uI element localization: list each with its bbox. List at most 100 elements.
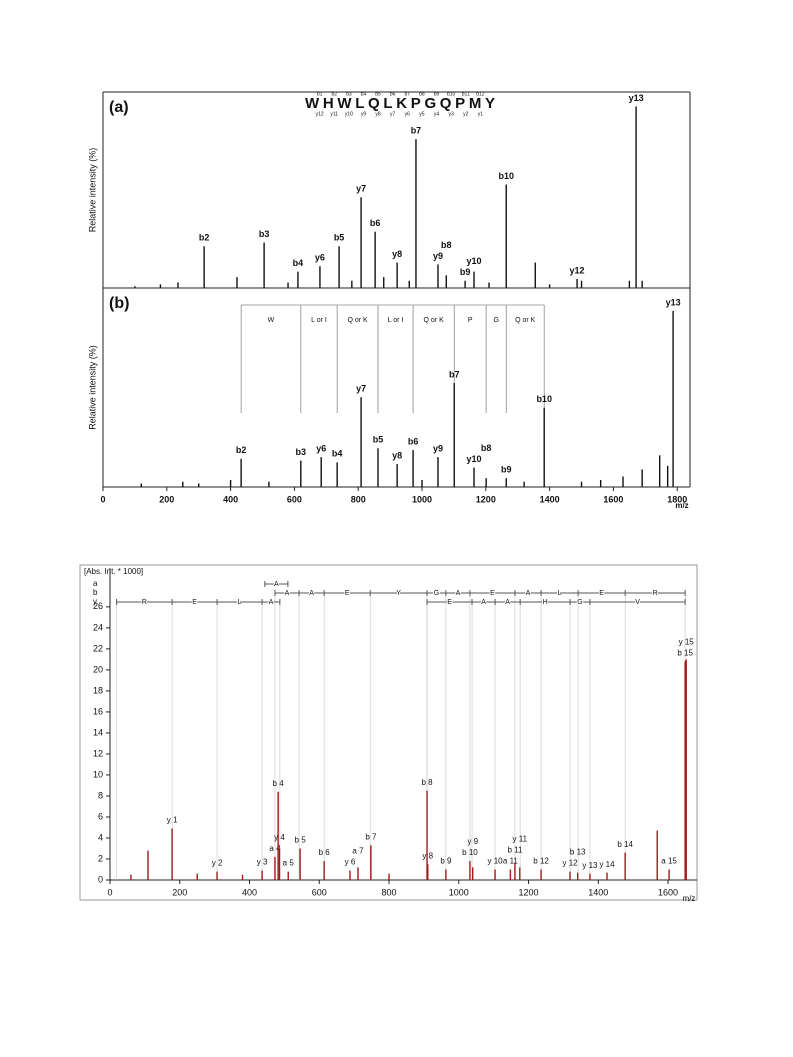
peak-label: y 9 [467,837,478,846]
peak-label: a 7 [352,847,364,856]
x-axis-label: m/z [675,501,688,510]
lane-name: a [93,579,98,588]
peak-label: b10 [536,394,552,404]
b-ion-label: b4 [361,91,367,97]
peak-label: b6 [408,436,419,446]
y-ion-label: y6 [405,111,411,117]
b-ion-label: b9 [434,91,440,97]
residue-label: Q or K [424,317,445,324]
b-ion-label: b6 [390,91,396,97]
x-axis-label: m/z [683,894,696,903]
peak-label: b 9 [440,857,452,866]
y-ion-label: y7 [390,111,396,117]
x-tick-label: 0 [107,887,112,897]
peak-label: b 12 [533,857,549,866]
peak-label: y8 [392,450,402,460]
y-tick-label: 12 [93,748,103,758]
peak-label: y6 [315,253,325,263]
y-ion-label: y10 [345,111,353,117]
y-ion-label: y8 [375,111,381,117]
x-tick-label: 800 [351,494,366,504]
b-ion-label: b7 [405,91,411,97]
y-tick-label: 24 [93,622,103,632]
figure-frame [79,564,698,901]
x-tick-label: 200 [159,494,174,504]
peak-label: y 8 [422,851,433,860]
peak-label: b7 [449,369,460,379]
peak-label: y 14 [599,860,615,869]
peak-label: y 13 [582,861,598,870]
y-axis-label: Relative intensity (%) [87,148,97,233]
peak-label: b 10 [462,848,478,857]
x-tick-label: 1800 [667,494,687,504]
peak-label: b4 [293,258,304,268]
y-tick-label: 14 [93,727,103,737]
peak-label: b4 [332,449,343,459]
x-tick-label: 600 [287,494,302,504]
residue: L [558,590,562,597]
x-tick-label: 1600 [658,887,678,897]
residue: L [238,599,242,606]
peak-label: b 6 [319,848,331,857]
peak-label: y9 [433,443,443,453]
x-tick-label: 1400 [540,494,560,504]
residue: E [447,599,452,606]
y-axis-label: Relative intensity (%) [87,345,97,430]
residue: H [543,599,548,606]
peak-label: y8 [392,249,402,259]
residue: A [526,590,531,597]
y-tick-label: 22 [93,643,103,653]
residue: E [599,590,604,597]
peak-label: y 11 [513,835,528,844]
x-tick-label: 800 [382,887,397,897]
residue-label: G [493,317,498,324]
peak-label: b9 [501,465,512,475]
residue: G [577,599,582,606]
x-tick-label: 400 [242,887,257,897]
peak-label: b5 [373,435,384,445]
residue: A [285,590,290,597]
y-tick-label: 8 [98,790,103,800]
peak-label: a 5 [283,859,295,868]
b-ion-label: b8 [419,91,425,97]
y-ion-label: y12 [316,111,324,117]
peak-label: b3 [259,229,270,239]
peak-label: b 4 [273,779,285,788]
peak-label: y7 [356,184,366,194]
residue: G [434,590,439,597]
y-tick-label: 10 [93,769,103,779]
residue: E [345,590,350,597]
peak-label: b 11 [507,846,523,855]
y-tick-label: 4 [98,832,103,842]
sequence: WHWLQLKPGQPMY [305,95,495,112]
peak-label: b 13 [570,848,586,857]
residue: E [490,590,495,597]
peak-label: b7 [411,126,422,136]
residue-label: P [468,317,473,324]
residue-label: L or I [388,317,404,324]
x-tick-label: 1200 [519,887,539,897]
residue-label: L or I [311,317,327,324]
peak-label: b9 [460,267,471,277]
panel-label: (a) [109,99,129,116]
x-tick-label: 1000 [412,494,432,504]
residue: A [481,599,486,606]
peak-label: b 5 [295,836,307,845]
residue: A [269,599,274,606]
y-ion-label: y1 [478,111,484,117]
panel-label: (b) [109,295,129,312]
b-ion-label: b5 [375,91,381,97]
residue: A [274,581,279,588]
peak-label: b10 [498,171,514,181]
y-axis-label: [Abs. Int. * 1000] [84,567,143,576]
residue: A [505,599,510,606]
peak-label: y 1 [167,816,178,825]
y-tick-label: 20 [93,664,103,674]
y-ion-label: y5 [419,111,425,117]
y-ion-label: y11 [330,111,338,117]
y-tick-label: 2 [98,853,103,863]
y-ion-label: y4 [434,111,440,117]
peak-label: y9 [433,251,443,261]
x-tick-label: 1200 [476,494,496,504]
peak-label: a 11 [503,857,519,866]
